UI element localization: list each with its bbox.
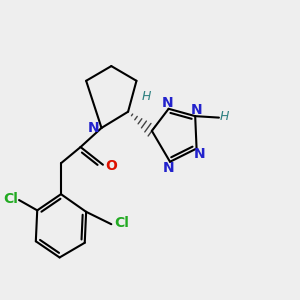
Text: N: N bbox=[191, 103, 203, 117]
Text: O: O bbox=[105, 159, 117, 173]
Text: H: H bbox=[219, 110, 229, 123]
Text: N: N bbox=[194, 147, 205, 161]
Text: N: N bbox=[88, 121, 100, 135]
Text: Cl: Cl bbox=[114, 216, 129, 230]
Text: H: H bbox=[142, 91, 151, 103]
Text: N: N bbox=[163, 161, 174, 175]
Text: N: N bbox=[161, 96, 173, 110]
Text: Cl: Cl bbox=[3, 192, 18, 206]
